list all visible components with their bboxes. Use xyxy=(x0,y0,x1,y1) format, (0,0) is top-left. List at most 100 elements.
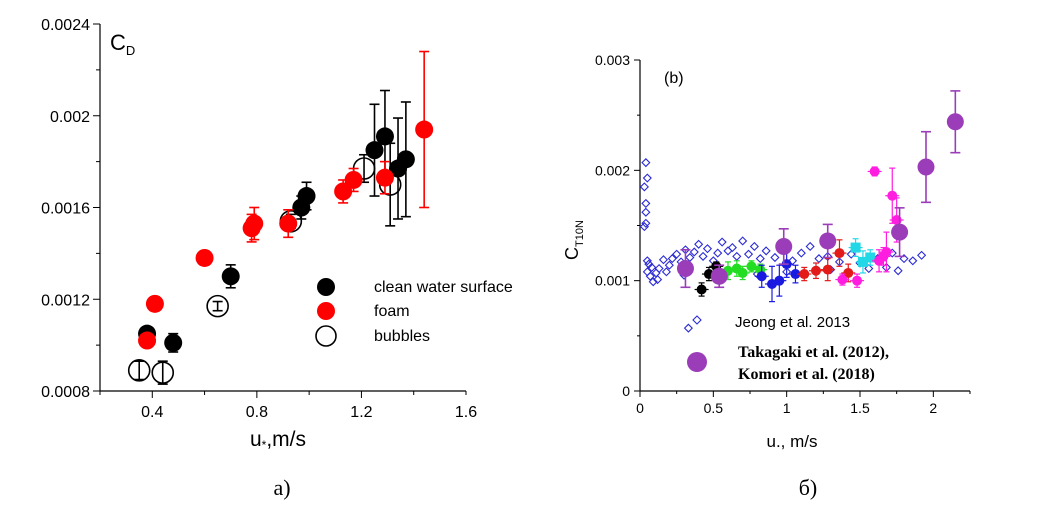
chart-b-point-takagaki xyxy=(917,130,935,204)
chart-b-legend-item: Jeong et al. 2013 xyxy=(692,314,850,331)
chart-a-marker xyxy=(279,214,298,233)
chart-a-legend-marker xyxy=(317,302,335,320)
chart-a-marker xyxy=(375,168,394,187)
chart-b-point-jeong xyxy=(702,244,713,254)
chart-a-point-foam xyxy=(245,206,264,241)
chart-a-x-axis-label: u*,m/s xyxy=(250,428,306,452)
chart-b-point-jeong xyxy=(770,252,780,263)
chart-b-panel-label: б) xyxy=(799,475,818,500)
chart-a-legend-item: foam xyxy=(317,302,410,320)
chart-b-marker-large xyxy=(946,113,964,131)
chart-a-legend-item: bubbles xyxy=(315,325,430,347)
chart-b-axes xyxy=(634,59,971,397)
chart-b-marker-large xyxy=(775,237,793,255)
chart-b-point-jeong xyxy=(664,260,674,270)
chart-b-point-jeong xyxy=(814,254,824,264)
chart-b-marker xyxy=(811,265,821,276)
chart-b-point-jeong xyxy=(667,254,677,264)
chart-b-point-jeong xyxy=(641,207,651,217)
chart-a-marker xyxy=(245,214,264,233)
chart-b-point-cluster xyxy=(754,264,769,288)
chart-b-point-jeong xyxy=(641,158,651,168)
chart-b-point-jeong xyxy=(846,249,856,259)
chart-a-legend: clean water surface foam bubbles xyxy=(315,278,513,347)
chart-b-point-jeong xyxy=(642,173,652,183)
chart-a-marker xyxy=(344,170,363,189)
chart-a-x-tick-label: 0.4 xyxy=(141,404,163,421)
chart-a-legend-label: foam xyxy=(374,303,410,320)
chart-a-data-marks xyxy=(127,50,434,385)
chart-b-point-cluster xyxy=(772,264,787,297)
chart-a-point-clean-water-surface xyxy=(365,103,384,197)
chart-b-point-jeong xyxy=(647,262,657,273)
chart-a-legend-marker xyxy=(317,278,335,296)
chart-b-marker xyxy=(852,275,863,286)
chart-b-point-jeong xyxy=(717,237,727,247)
chart-b-point-takagaki xyxy=(775,228,793,265)
chart-b-point-jeong xyxy=(658,255,669,265)
chart-b-point-cluster xyxy=(848,238,863,257)
chart-b-point-jeong xyxy=(672,249,682,259)
chart-b-point-jeong xyxy=(639,222,649,232)
chart-b-data-marks xyxy=(639,90,964,333)
chart-b-x-tick-label: 2 xyxy=(929,400,937,416)
chart-b-legend: Jeong et al. 2013 Takagaki et al. (2012),… xyxy=(687,314,889,383)
chart-b-point-jeong xyxy=(661,267,671,277)
chart-b-point-jeong xyxy=(641,198,651,209)
chart-b-marker xyxy=(843,267,854,278)
chart-a-marker xyxy=(195,248,214,267)
chart-a-y-tick-label: 0.0024 xyxy=(41,17,90,34)
chart-b-point-jeong xyxy=(743,249,754,259)
chart-a-point-foam xyxy=(344,167,363,193)
chart-b-point-cluster xyxy=(694,282,709,297)
chart-a-x-tick-label: 1.2 xyxy=(350,404,372,421)
chart-b-marker-large xyxy=(710,267,728,285)
chart-b-point-cluster xyxy=(867,166,882,177)
chart-a-point-clean-water-surface xyxy=(164,332,183,353)
chart-a-y-tick-label: 0.0012 xyxy=(41,292,90,309)
chart-b-point-cluster xyxy=(797,266,812,282)
chart-b-marker xyxy=(822,264,833,275)
chart-b-point-jeong xyxy=(648,277,658,287)
chart-a-legend-label: clean water surface xyxy=(374,279,513,296)
chart-a-x-tick-label: 0.8 xyxy=(246,404,268,421)
chart-b-point-cluster xyxy=(841,263,856,283)
chart-b-marker xyxy=(756,271,767,282)
chart-a-point-bubbles xyxy=(206,294,229,318)
chart-b-point-jeong xyxy=(698,251,708,261)
chart-a-legend-marker xyxy=(315,325,337,347)
chart-a-point-foam xyxy=(195,248,214,267)
chart-b-point-jeong xyxy=(732,251,742,261)
chart-a-marker xyxy=(145,294,164,313)
chart-b-legend-label: Jeong et al. 2013 xyxy=(735,314,850,331)
chart-a-marker xyxy=(297,187,316,206)
chart-b-point-jeong xyxy=(723,246,733,256)
chart-b-point-jeong xyxy=(713,248,723,258)
chart-b-point-jeong xyxy=(899,254,909,264)
chart-b-point-jeong xyxy=(749,241,759,252)
chart-b-y-tick-label: 0.001 xyxy=(595,273,630,289)
chart-b-marker xyxy=(790,269,801,280)
chart-b-point-jeong xyxy=(796,248,806,258)
chart-b-marker xyxy=(746,261,757,272)
chart-a-x-tick-label: 1.6 xyxy=(455,404,477,421)
chart-b-point-cluster xyxy=(820,258,835,282)
chart-b-y-tick-label: 0 xyxy=(622,383,630,399)
chart-b-point-jeong xyxy=(683,323,693,333)
chart-b-point-jeong xyxy=(645,271,655,281)
chart-b-point-jeong xyxy=(917,250,927,260)
chart-b-marker xyxy=(869,166,880,177)
chart-b-point-jeong xyxy=(639,182,649,192)
chart-b-point-takagaki xyxy=(946,90,964,154)
chart-b-point-jeong xyxy=(685,252,695,263)
chart-b-point-jeong xyxy=(641,218,651,228)
chart-a-point-foam xyxy=(415,50,434,209)
chart-b-point-takagaki xyxy=(891,207,909,258)
chart-b-marker-large xyxy=(676,260,694,278)
chart-b-point-jeong xyxy=(864,263,874,274)
chart-a-marker xyxy=(164,333,183,352)
chart-a-marker xyxy=(375,127,394,146)
chart-b-x-tick-label: 1.5 xyxy=(850,400,870,416)
chart-b-point-jeong xyxy=(727,242,737,253)
chart-b-marker xyxy=(834,248,845,259)
